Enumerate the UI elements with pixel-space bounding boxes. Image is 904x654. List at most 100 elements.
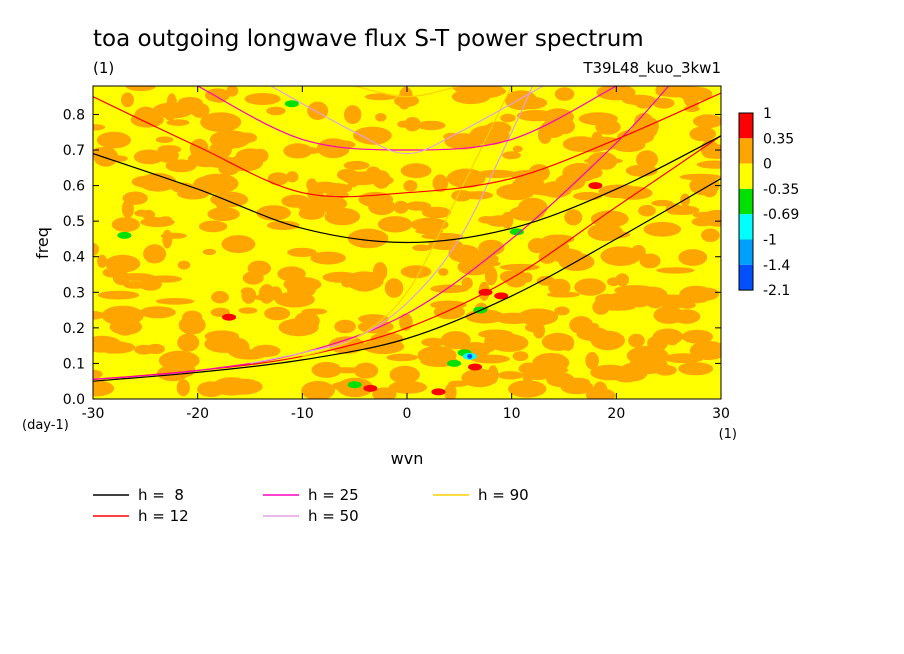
field-blob: [93, 124, 106, 131]
field-blob: [461, 368, 498, 388]
colorbar-label: -0.35: [763, 182, 799, 198]
field-blob: [478, 239, 505, 256]
field-blob: [221, 235, 256, 254]
field-blob: [410, 217, 449, 232]
field-blob: [116, 327, 134, 336]
field-blob: [165, 159, 197, 173]
field-blob: [641, 255, 657, 267]
chart-title: toa outgoing longwave flux S-T power spe…: [93, 26, 644, 52]
field-blob: [162, 229, 173, 249]
field-blob: [218, 161, 240, 176]
field-blob: [306, 178, 318, 192]
field-blob: [630, 245, 646, 260]
field-blob: [693, 114, 721, 129]
field-blob: [159, 216, 172, 223]
field-blob: [561, 335, 575, 351]
field-blob: [388, 380, 428, 394]
field-blob: [281, 194, 310, 208]
field-blob: [125, 86, 156, 92]
field-blob: [628, 333, 645, 348]
field-blob: [307, 101, 329, 121]
field-blob: [536, 275, 556, 286]
field-blob: [210, 191, 249, 208]
field-blob: [200, 112, 242, 132]
colorbar-label: -2.1: [763, 283, 790, 299]
chart-subtitle-right: T39L48_kuo_3kw1: [582, 59, 721, 78]
dispersion-curve: [93, 86, 670, 380]
dispersion-curve: [93, 177, 721, 382]
field-blob: [484, 266, 498, 286]
legend-label: h = 90: [478, 486, 529, 504]
y-axis-units: (day-1): [22, 418, 69, 433]
field-blob: [158, 350, 200, 371]
field-blob: [93, 369, 103, 379]
field-blob: [546, 291, 581, 298]
field-blob: [421, 206, 451, 219]
field-blob: [554, 87, 575, 101]
field-blob: [147, 275, 182, 283]
field-blob: [512, 351, 529, 361]
field-blob: [347, 181, 358, 188]
field-blob: [278, 318, 319, 337]
field-blob: [93, 380, 115, 397]
field-blob: [540, 119, 566, 138]
field-blob: [121, 92, 134, 108]
dispersion-curve: [93, 135, 721, 244]
colorbar-swatch: [739, 188, 753, 215]
anomaly-patch: [284, 100, 299, 108]
field-blob: [508, 380, 547, 398]
field-blob: [310, 251, 346, 265]
field-blob: [178, 315, 206, 335]
field-blob: [177, 333, 200, 352]
field-blob: [576, 326, 609, 341]
field-blob: [198, 220, 228, 233]
field-blob: [647, 335, 668, 352]
field-blob: [267, 172, 289, 186]
field-blob: [585, 352, 599, 370]
field-blob: [651, 199, 674, 207]
colorbar-swatch: [739, 214, 753, 240]
colorbar-label: 1: [763, 106, 772, 122]
x-tick-label: 20: [607, 406, 625, 422]
x-tick-label: 0: [403, 406, 412, 422]
field-blob: [111, 217, 140, 233]
field-blob: [644, 291, 667, 309]
field-blob: [595, 214, 606, 232]
field-blob: [336, 168, 359, 181]
anomaly-patch: [468, 363, 483, 371]
field-blob: [417, 120, 446, 131]
y-tick-label: 0.4: [63, 250, 85, 266]
field-blob: [389, 365, 420, 384]
field-blob: [415, 228, 444, 235]
field-blob: [499, 270, 520, 283]
field-blob: [421, 232, 464, 240]
field-blob: [665, 203, 683, 215]
y-tick-label: 0.6: [63, 179, 85, 195]
colorbar-label: 0: [763, 157, 772, 173]
plot-area: [93, 86, 721, 399]
field-blob: [283, 143, 313, 159]
field-blob: [405, 201, 432, 211]
field-blob: [636, 150, 658, 169]
field-blob: [512, 145, 523, 153]
field-blob: [316, 138, 350, 159]
field-blob: [212, 89, 228, 103]
field-blob: [324, 207, 361, 226]
field-blob: [247, 260, 271, 276]
field-blob: [444, 133, 483, 150]
field-blob: [588, 323, 600, 331]
colorbar-swatch: [739, 163, 753, 189]
field-blob: [102, 267, 121, 278]
field-blob: [527, 238, 548, 254]
field-blob: [562, 163, 598, 183]
field-blob: [701, 228, 720, 242]
colorbar-swatch: [739, 264, 753, 291]
field-blob: [166, 119, 190, 126]
field-blob: [93, 311, 105, 320]
colorbar-swatch: [739, 113, 753, 139]
colorbar-frame: [738, 112, 754, 291]
field-blob: [684, 105, 700, 112]
dispersion-curve: [354, 86, 460, 98]
anomaly-patch: [447, 359, 462, 367]
dispersion-curve: [270, 86, 544, 155]
